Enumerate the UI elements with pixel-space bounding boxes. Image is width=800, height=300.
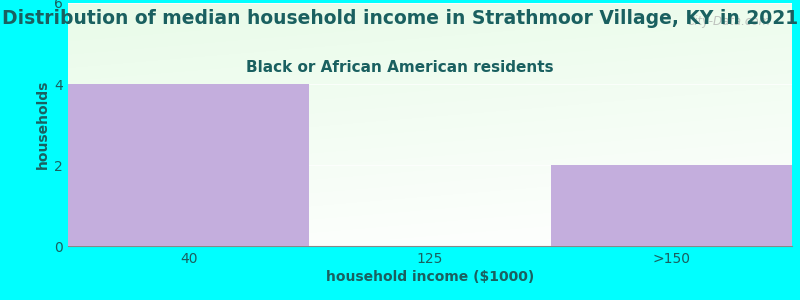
Text: Distribution of median household income in Strathmoor Village, KY in 2021: Distribution of median household income … [2,9,798,28]
Bar [550,165,792,246]
Bar [68,84,310,246]
Text: City-Data.com: City-Data.com [686,15,770,28]
Text: Black or African American residents: Black or African American residents [246,60,554,75]
X-axis label: household income ($1000): household income ($1000) [326,270,534,284]
Y-axis label: households: households [36,80,50,169]
